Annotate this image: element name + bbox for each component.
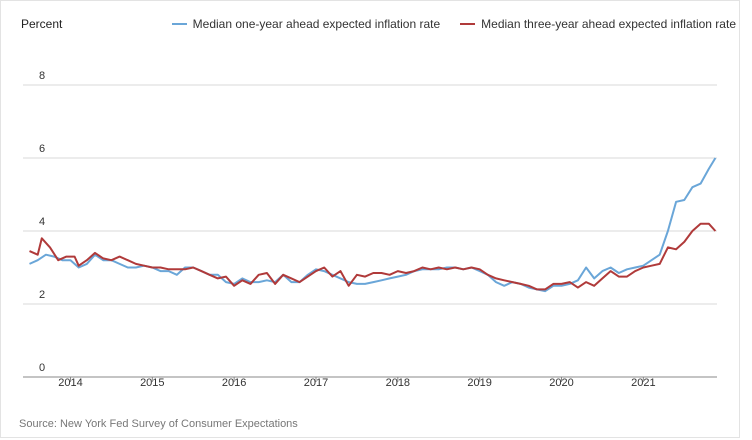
- y-tick-label: 2: [39, 289, 45, 301]
- x-tick-labels: 2014 2015 2016 2017 2018 2019 2020 2021: [58, 377, 656, 389]
- series-lines: [29, 157, 717, 293]
- source-note: Source: New York Fed Survey of Consumer …: [19, 418, 298, 430]
- x-tick-label: 2018: [386, 377, 410, 389]
- x-tick-label: 2014: [58, 377, 82, 389]
- legend-label-one-year: Median one-year ahead expected inflation…: [192, 17, 441, 31]
- series-line-three-year[interactable]: [29, 222, 717, 291]
- y-axis-unit-label: Percent: [21, 17, 63, 31]
- y-tick-label: 4: [39, 216, 45, 228]
- x-tick-label: 2020: [549, 377, 573, 389]
- x-tick-label: 2021: [631, 377, 655, 389]
- legend-item-three-year[interactable]: Median three-year ahead expected inflati…: [460, 17, 736, 31]
- y-tick-labels: 0 2 4 6 8: [39, 70, 45, 374]
- y-tick-label: 0: [39, 362, 45, 374]
- x-tick-label: 2019: [467, 377, 491, 389]
- chart-frame: [0, 0, 740, 438]
- legend-swatch-one-year: [171, 23, 187, 25]
- legend-swatch-three-year: [460, 23, 476, 25]
- legend-label-three-year: Median three-year ahead expected inflati…: [481, 17, 736, 31]
- y-tick-label: 6: [39, 143, 45, 155]
- legend-item-one-year[interactable]: Median one-year ahead expected inflation…: [171, 17, 441, 31]
- x-tick-label: 2015: [140, 377, 164, 389]
- x-tick-label: 2017: [304, 377, 328, 389]
- gridlines: [23, 84, 717, 378]
- x-tick-label: 2016: [222, 377, 246, 389]
- y-tick-label: 8: [39, 70, 45, 82]
- chart-legend: Median one-year ahead expected inflation…: [171, 17, 736, 31]
